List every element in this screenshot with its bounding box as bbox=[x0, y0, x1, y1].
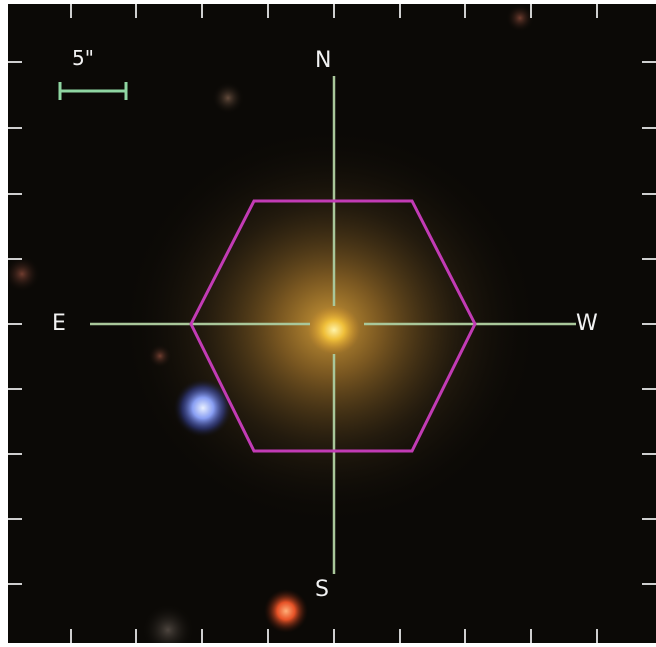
blue-star bbox=[173, 378, 233, 438]
faint-source-bottom-left bbox=[142, 604, 194, 643]
border-ticks bbox=[8, 4, 656, 643]
scale-bar-label: 5" bbox=[72, 46, 94, 70]
sky-image: N S E W 5" bbox=[8, 4, 656, 643]
red-source-bottom bbox=[264, 589, 308, 633]
sky-overlay bbox=[8, 4, 656, 643]
compass-south-label: S bbox=[315, 577, 329, 602]
faint-source-top-right bbox=[506, 4, 534, 32]
faint-source-left bbox=[148, 344, 172, 368]
faint-source-left-edge bbox=[8, 256, 40, 292]
crosshair bbox=[90, 76, 576, 574]
faint-source-top bbox=[212, 82, 244, 114]
compass-north-label: N bbox=[315, 48, 332, 73]
compass-east-label: E bbox=[52, 311, 66, 336]
scale-bar bbox=[58, 82, 128, 100]
target-galaxy bbox=[308, 306, 360, 354]
hexagon-aperture bbox=[189, 199, 477, 453]
compass-west-label: W bbox=[576, 311, 598, 336]
